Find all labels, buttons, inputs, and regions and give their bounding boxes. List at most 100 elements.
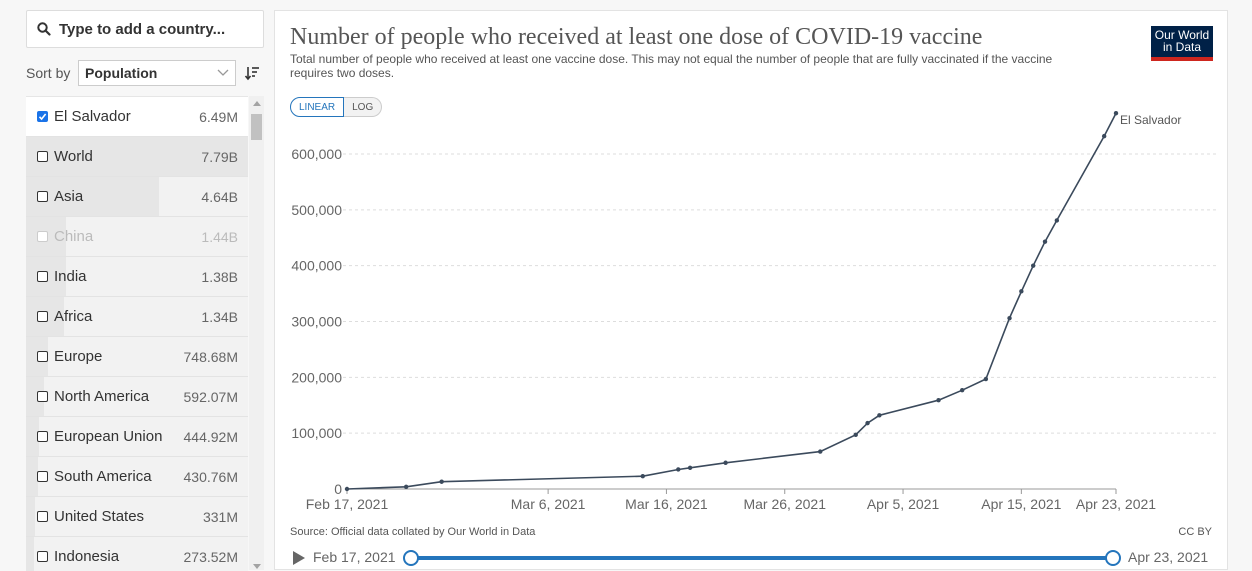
population-bar bbox=[26, 137, 248, 176]
country-name: Europe bbox=[54, 348, 103, 365]
country-checkbox[interactable] bbox=[37, 391, 48, 402]
country-checkbox[interactable] bbox=[37, 151, 48, 162]
country-checkbox[interactable] bbox=[37, 231, 48, 242]
country-row[interactable]: India 1.38B bbox=[26, 257, 248, 297]
chart-title: Number of people who received at least o… bbox=[290, 24, 983, 50]
y-tick-label: 300,000 bbox=[291, 314, 342, 330]
country-checkbox[interactable] bbox=[37, 191, 48, 202]
chevron-down-icon bbox=[217, 69, 229, 76]
y-tick-label: 600,000 bbox=[291, 146, 342, 162]
country-checkbox[interactable] bbox=[37, 271, 48, 282]
country-population: 273.52M bbox=[183, 548, 238, 565]
scrollbar[interactable] bbox=[249, 96, 264, 570]
data-point bbox=[818, 449, 823, 454]
country-row[interactable]: Asia 4.64B bbox=[26, 177, 248, 217]
x-tick-label: Mar 6, 2021 bbox=[511, 496, 586, 512]
country-checkbox[interactable] bbox=[37, 351, 48, 362]
country-selector: Sort by Population El Salvador 6.49M World… bbox=[0, 0, 272, 571]
data-point bbox=[877, 413, 882, 418]
chart-panel: Number of people who received at least o… bbox=[274, 10, 1228, 570]
country-checkbox[interactable] bbox=[37, 471, 48, 482]
data-point bbox=[983, 376, 989, 382]
population-bar bbox=[26, 497, 35, 536]
series-label: El Salvador bbox=[1120, 113, 1181, 127]
country-population: 1.44B bbox=[201, 228, 238, 245]
x-tick-label: Mar 26, 2021 bbox=[743, 496, 826, 512]
country-row[interactable]: South America 430.76M bbox=[26, 457, 248, 497]
country-row[interactable]: World 7.79B bbox=[26, 137, 248, 177]
y-tick-label: 400,000 bbox=[291, 258, 342, 274]
data-point bbox=[723, 460, 728, 465]
country-row[interactable]: Europe 748.68M bbox=[26, 337, 248, 377]
country-population: 430.76M bbox=[183, 468, 238, 485]
country-name: Africa bbox=[54, 308, 93, 325]
country-row[interactable]: Indonesia 273.52M bbox=[26, 537, 248, 571]
data-point bbox=[1054, 218, 1060, 223]
x-tick-label: Feb 17, 2021 bbox=[306, 496, 389, 512]
country-checkbox[interactable] bbox=[37, 511, 48, 522]
country-name: United States bbox=[54, 508, 145, 525]
population-bar bbox=[26, 457, 39, 496]
source-note: Source: Official data collated by Our Wo… bbox=[290, 526, 536, 538]
country-row[interactable]: European Union 444.92M bbox=[26, 417, 248, 457]
data-point bbox=[403, 484, 409, 489]
timeline-start-label: Feb 17, 2021 bbox=[313, 549, 396, 565]
country-row[interactable]: Africa 1.34B bbox=[26, 297, 248, 337]
country-checkbox[interactable] bbox=[37, 111, 48, 122]
search-input[interactable] bbox=[57, 19, 261, 39]
sort-select[interactable]: Population bbox=[78, 60, 236, 86]
data-point bbox=[1019, 289, 1024, 294]
y-tick-label: 0 bbox=[334, 481, 342, 497]
timeline-end-handle[interactable] bbox=[1105, 550, 1121, 566]
scroll-up-icon[interactable] bbox=[253, 101, 261, 106]
scale-toggle: LINEAR LOG bbox=[290, 97, 383, 117]
country-population: 6.49M bbox=[199, 108, 238, 125]
series-line bbox=[346, 112, 1117, 490]
y-tick-label: 500,000 bbox=[291, 202, 342, 218]
country-checkbox[interactable] bbox=[37, 431, 48, 442]
timeline-track[interactable] bbox=[410, 556, 1112, 560]
linear-scale-button[interactable]: LINEAR bbox=[290, 97, 345, 117]
sort-row: Sort by Population bbox=[26, 60, 270, 86]
data-point bbox=[853, 432, 858, 438]
data-point bbox=[1042, 239, 1048, 244]
data-point bbox=[1101, 133, 1107, 139]
country-name: World bbox=[54, 148, 93, 165]
country-population: 7.79B bbox=[201, 148, 238, 165]
scroll-thumb[interactable] bbox=[251, 114, 262, 140]
data-point bbox=[687, 465, 693, 470]
country-checkbox[interactable] bbox=[37, 311, 48, 322]
owid-logo[interactable]: Our World in Data bbox=[1151, 26, 1213, 61]
country-name: El Salvador bbox=[54, 108, 131, 125]
country-row[interactable]: United States 331M bbox=[26, 497, 248, 537]
country-checkbox[interactable] bbox=[37, 551, 48, 562]
country-population: 331M bbox=[202, 508, 238, 525]
y-tick-label: 200,000 bbox=[291, 369, 342, 385]
country-population: 4.64B bbox=[201, 188, 238, 205]
data-point bbox=[439, 479, 444, 484]
population-bar bbox=[26, 177, 160, 216]
country-name: China bbox=[54, 228, 94, 245]
scroll-down-icon[interactable] bbox=[253, 564, 261, 569]
data-point bbox=[640, 473, 645, 479]
data-point bbox=[344, 486, 350, 492]
search-box[interactable] bbox=[26, 10, 264, 48]
country-population: 748.68M bbox=[183, 348, 238, 365]
data-point bbox=[1113, 111, 1119, 116]
x-tick-label: Apr 5, 2021 bbox=[867, 496, 940, 512]
log-scale-button[interactable]: LOG bbox=[344, 97, 383, 117]
country-row[interactable]: North America 592.07M bbox=[26, 377, 248, 417]
country-name: Indonesia bbox=[54, 548, 120, 565]
country-population: 592.07M bbox=[183, 388, 238, 405]
country-name: Asia bbox=[54, 188, 84, 205]
country-name: European Union bbox=[54, 428, 163, 445]
timeline-end-label: Apr 23, 2021 bbox=[1128, 549, 1209, 565]
timeline-start-handle[interactable] bbox=[403, 550, 419, 566]
data-point bbox=[1007, 315, 1012, 321]
license-note[interactable]: CC BY bbox=[1178, 526, 1212, 538]
data-point bbox=[1030, 263, 1036, 268]
sort-order-icon[interactable] bbox=[244, 65, 260, 81]
country-row[interactable]: China 1.44B bbox=[26, 217, 248, 257]
country-row[interactable]: El Salvador 6.49M bbox=[26, 97, 248, 137]
play-icon[interactable] bbox=[292, 551, 306, 565]
